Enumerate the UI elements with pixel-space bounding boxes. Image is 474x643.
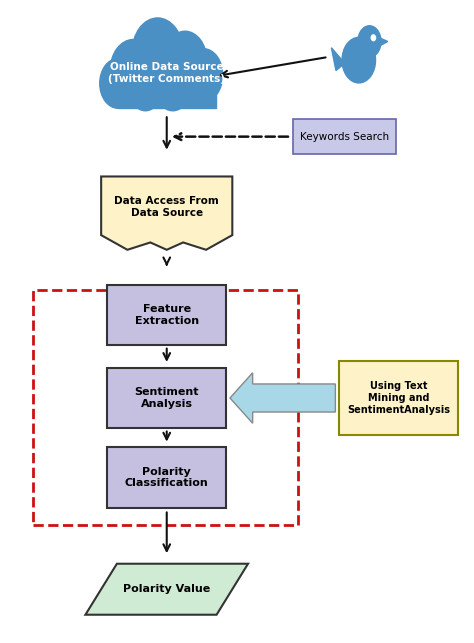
Text: Using Text
Mining and
SentimentAnalysis: Using Text Mining and SentimentAnalysis [347,381,450,415]
Circle shape [110,39,156,102]
Circle shape [128,64,163,111]
Polygon shape [230,373,336,423]
Circle shape [184,49,223,102]
Polygon shape [101,176,232,249]
Circle shape [132,18,183,87]
Polygon shape [379,37,388,46]
Polygon shape [85,564,248,615]
FancyBboxPatch shape [107,448,227,508]
Text: Keywords Search: Keywords Search [300,132,389,141]
FancyBboxPatch shape [118,73,216,108]
Text: Sentiment
Analysis: Sentiment Analysis [135,387,199,409]
FancyBboxPatch shape [339,361,458,435]
FancyBboxPatch shape [293,119,396,154]
Circle shape [342,37,375,83]
Text: Polarity
Classification: Polarity Classification [125,467,209,489]
Text: Data Access From
Data Source: Data Access From Data Source [114,196,219,217]
Circle shape [358,26,381,57]
Circle shape [371,35,375,41]
Text: Online Data Source
(Twitter Comments): Online Data Source (Twitter Comments) [108,62,225,84]
Polygon shape [331,48,344,71]
Text: Polarity Value: Polarity Value [123,584,210,594]
FancyBboxPatch shape [107,368,227,428]
Circle shape [163,32,207,91]
Text: Feature
Extraction: Feature Extraction [135,304,199,326]
FancyBboxPatch shape [107,285,227,345]
Circle shape [100,59,137,108]
Circle shape [155,61,191,111]
Polygon shape [342,50,365,75]
